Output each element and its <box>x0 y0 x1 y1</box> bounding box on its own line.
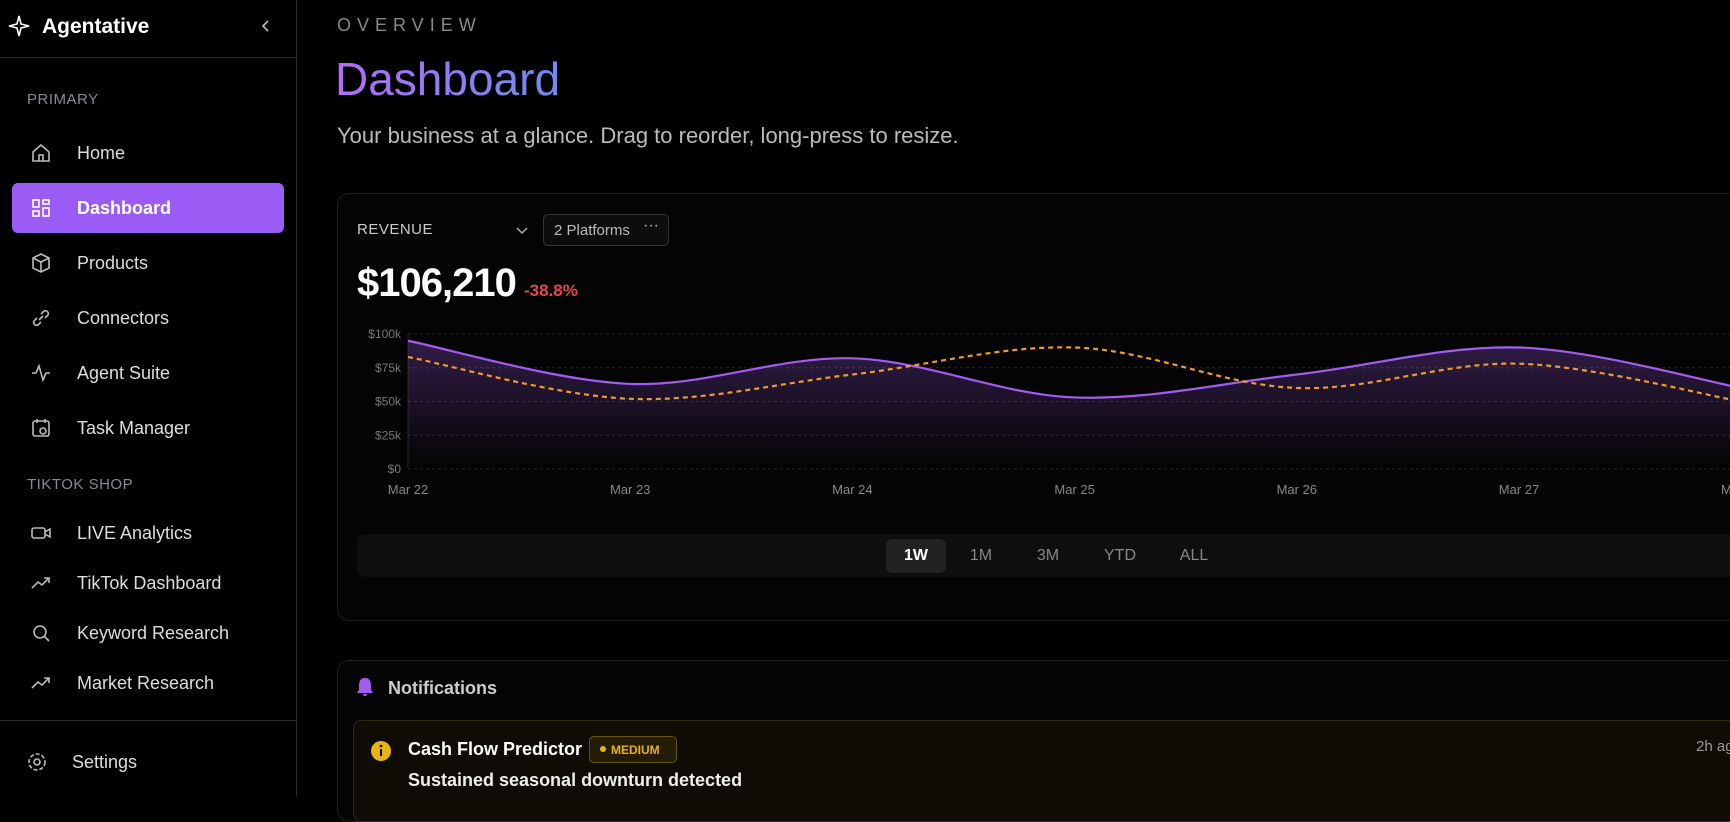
nav-label: Keyword Research <box>77 622 230 643</box>
range-button[interactable]: 1W <box>886 539 946 573</box>
nav-item[interactable]: Agent Suite <box>12 348 284 398</box>
nav-label: Products <box>77 252 149 273</box>
info-icon <box>371 741 391 761</box>
range-bar <box>357 534 1730 577</box>
nav-label: Dashboard <box>77 197 172 218</box>
severity-dot <box>600 746 606 752</box>
range-button[interactable]: YTD <box>1104 547 1136 564</box>
x-tick-label: Mar 23 <box>610 482 650 497</box>
notification-message: Sustained seasonal downturn detected <box>408 770 743 790</box>
section-title: PRIMARY <box>27 91 99 108</box>
range-button[interactable]: ALL <box>1179 547 1209 564</box>
nav-item[interactable]: Task Manager <box>12 403 284 453</box>
divider <box>0 720 296 721</box>
y-tick-label: $100k <box>368 327 402 341</box>
nav-label: TikTok Dashboard <box>77 572 222 593</box>
y-tick-label: $75k <box>375 361 402 375</box>
eyebrow: OVERVIEW <box>337 15 482 35</box>
severity-badge: MEDIUM <box>589 736 677 763</box>
bell-icon <box>357 678 373 696</box>
y-tick-label: $50k <box>375 395 402 409</box>
nav-label: Task Manager <box>77 417 191 438</box>
y-tick-label: $0 <box>388 462 402 476</box>
page-title: Dashboard <box>335 53 561 105</box>
nav-item[interactable]: Dashboard <box>12 183 284 233</box>
card-label: REVENUE <box>357 221 434 238</box>
notification-source: Cash Flow Predictor <box>408 739 583 759</box>
revenue-change: -38.8% <box>524 281 578 300</box>
area <box>408 340 1730 469</box>
notifications-title: Notifications <box>388 678 498 698</box>
nav-label: Agent Suite <box>77 362 171 383</box>
dropdown-chevron[interactable] <box>514 222 530 238</box>
more-icon: ··· <box>643 217 659 234</box>
collapse-button[interactable] <box>258 18 274 34</box>
settings-icon <box>28 753 46 771</box>
severity-label: MEDIUM <box>611 743 660 757</box>
nav-item[interactable]: Connectors <box>12 293 284 343</box>
notification-time: 2h ag <box>1696 738 1730 755</box>
nav-label: LIVE Analytics <box>77 522 193 543</box>
x-tick-label: Mar 24 <box>832 482 872 497</box>
nav-label: Market Research <box>77 672 215 693</box>
settings-link[interactable]: Settings <box>72 752 138 772</box>
x-tick-label: Mar 27 <box>1499 482 1539 497</box>
x-tick-label: Mar 26 <box>1277 482 1317 497</box>
nav-item[interactable]: Home <box>12 128 284 178</box>
subtitle: Your business at a glance. Drag to reord… <box>337 123 959 148</box>
range-button[interactable]: 3M <box>1036 547 1060 564</box>
revenue-total: $106,210 <box>357 261 517 305</box>
section-title: TIKTOK SHOP <box>27 476 134 493</box>
nav-item[interactable]: LIVE Analytics <box>12 508 284 558</box>
line <box>407 339 1730 399</box>
platforms-label: 2 Platforms <box>554 222 630 239</box>
nav-item[interactable]: TikTok Dashboard <box>12 558 284 608</box>
nav-item[interactable]: Keyword Research <box>12 608 284 658</box>
nav-label: Home <box>77 142 126 163</box>
nav-item[interactable]: Products <box>12 238 284 288</box>
sidebar: Agentative PRIMARY Home Dashboard Produc… <box>0 0 297 797</box>
x-tick-label: Mar 25 <box>1054 482 1094 497</box>
x-tick-label: Mar 28 <box>1721 482 1730 497</box>
platforms-button[interactable]: 2 Platforms ··· <box>543 214 669 246</box>
line <box>407 346 1730 401</box>
x-tick-label: Mar 22 <box>388 482 428 497</box>
nav-item[interactable]: Market Research <box>12 658 284 708</box>
range-button[interactable]: 1M <box>969 547 993 564</box>
brand: Agentative <box>42 15 150 38</box>
nav-label: Connectors <box>77 307 170 328</box>
divider <box>0 57 296 58</box>
y-tick-label: $25k <box>375 428 402 442</box>
revenue-chart: $0 $25k $50k $75k $100k Mar 22 Mar 23 Mar 24 Mar… <box>368 327 1730 497</box>
logo <box>8 15 30 37</box>
